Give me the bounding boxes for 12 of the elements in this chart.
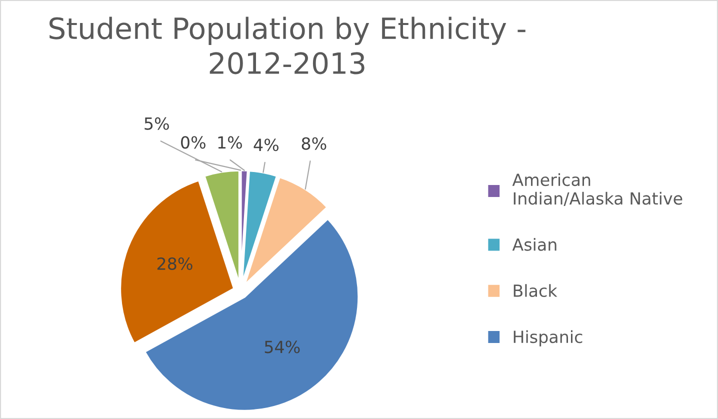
- legend-label: American Indian/Alaska Native: [512, 173, 682, 206]
- legend-label: Asian: [512, 238, 556, 251]
- text: 0%: [181, 136, 206, 149]
- chart-title: Student Population by Ethnicity - 2012-2013: [50, 16, 526, 74]
- data-label: 8%: [302, 137, 326, 150]
- data-label: 1%: [218, 136, 242, 149]
- data-label: 54%: [264, 340, 300, 354]
- data-label: 4%: [254, 138, 278, 152]
- data-label: 28%: [157, 257, 192, 270]
- legend-label: Hispanic: [514, 330, 582, 346]
- legend-label: Black: [514, 284, 558, 298]
- data-label: 5%: [144, 117, 169, 130]
